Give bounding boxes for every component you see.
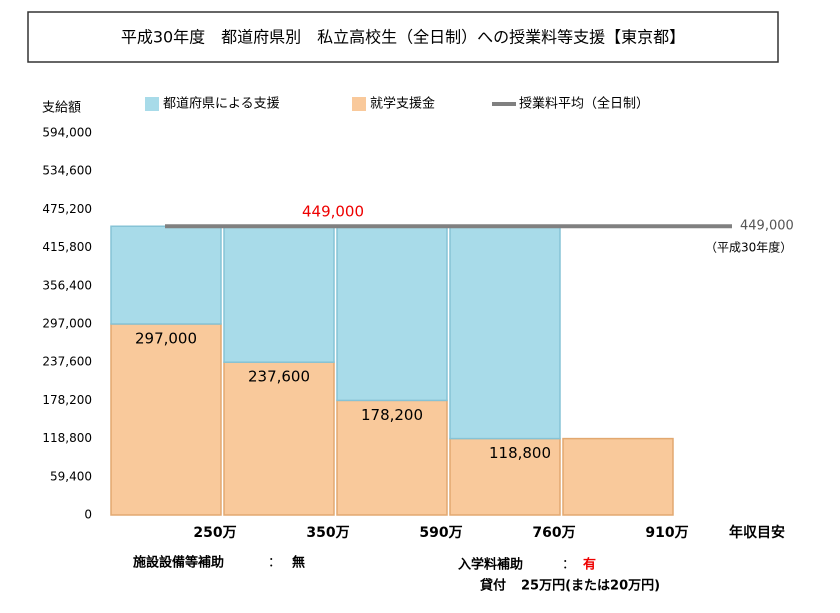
y-tick-label: 118,800 [42, 431, 92, 445]
x-tick-label: 350万 [306, 525, 349, 541]
value-label: 178,200 [361, 406, 423, 424]
y-axis-title: 支給額 [42, 101, 81, 116]
bar-segment [336, 225, 448, 402]
value-label: 237,600 [248, 368, 310, 386]
y-tick-label: 0 [84, 508, 92, 522]
y-tick-label: 594,000 [42, 126, 92, 140]
note-value: 無 [292, 555, 305, 571]
x-tick-label: 760万 [532, 525, 575, 541]
title-box [27, 11, 779, 63]
legend-label: 都道府県による支援 [163, 97, 280, 112]
note-value: 有 [583, 557, 596, 573]
legend-swatch [145, 97, 159, 111]
y-tick-label: 297,000 [42, 317, 92, 331]
bar-segment [223, 361, 335, 516]
note-label: 施設設備等補助 [133, 555, 224, 571]
bar-segment [223, 225, 335, 363]
legend-label: 授業料平均（全日制） [519, 96, 649, 112]
note-sep: ： [562, 558, 575, 573]
y-tick-label: 475,200 [42, 202, 92, 216]
bar-segment [562, 437, 674, 516]
note-value: 25万円(または20万円) [521, 579, 660, 594]
x-tick-label: 250万 [193, 525, 236, 541]
y-tick-label: 237,600 [42, 355, 92, 369]
y-tick-label: 534,600 [42, 164, 92, 178]
reference-note: （平成30年度） [705, 240, 792, 255]
note-label: 入学料補助 [458, 557, 523, 573]
legend-swatch [352, 97, 366, 111]
value-label: 297,000 [135, 330, 197, 348]
legend-label: 就学支援金 [370, 96, 435, 112]
reference-label: 449,000 [740, 219, 794, 234]
y-tick-label: 178,200 [42, 393, 92, 407]
y-tick-label: 356,400 [42, 278, 92, 292]
value-label: 118,800 [489, 444, 551, 462]
reference-label: 449,000 [302, 203, 364, 221]
y-tick-label: 415,800 [42, 240, 92, 254]
y-tick-label: 59,400 [50, 469, 92, 483]
x-tick-label: 910万 [645, 525, 688, 541]
note-label: 貸付 [480, 578, 506, 594]
chart-title: 平成30年度 都道府県別 私立高校生（全日制）への授業料等支援【東京都】 [121, 28, 685, 47]
bar-segment [449, 225, 561, 440]
bar-segment [110, 323, 222, 516]
bar-segment [110, 225, 222, 325]
note-sep: ： [268, 556, 281, 571]
x-axis-title: 年収目安 [729, 524, 785, 541]
bar-segment [449, 437, 561, 516]
x-tick-label: 590万 [419, 525, 462, 541]
